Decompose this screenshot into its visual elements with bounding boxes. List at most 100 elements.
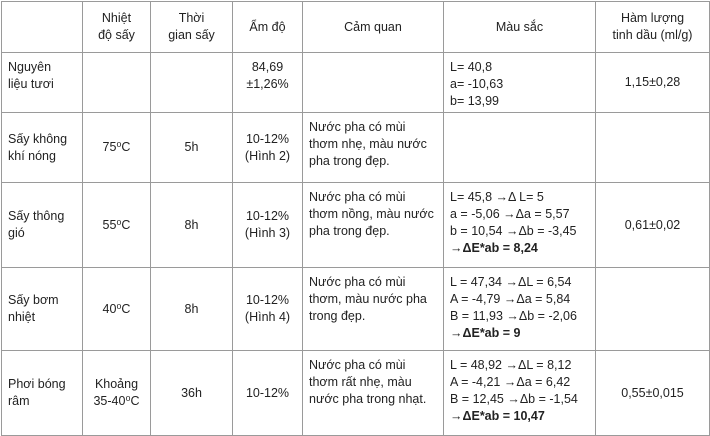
header-cell <box>1 1 83 53</box>
table-cell: 10-12% (Hình 3) <box>232 182 303 268</box>
cell-line: (Hình 2) <box>244 148 291 163</box>
cell-line: trong đẹp. <box>309 309 366 323</box>
cell-line: tinh dầu (ml/g) <box>612 28 693 42</box>
cell-line: Nhiệt <box>101 11 132 25</box>
cell-line: thơm rất nhẹ, màu <box>309 375 412 389</box>
table-cell: Nguyên liệu tươi <box>1 52 83 113</box>
cell-line: L= 45,8 →Δ L= 5 <box>450 190 544 204</box>
table-cell: Nước pha có mùi thơm, màu nước pha trong đ… <box>302 267 444 351</box>
table-cell: Sấy không khí nóng <box>1 112 83 183</box>
table-cell <box>595 267 710 351</box>
table-cell <box>443 112 596 183</box>
table-cell: 8h <box>150 267 233 351</box>
table-cell <box>302 52 444 113</box>
table-cell: 55⁰C <box>82 182 151 268</box>
table-cell: Khoảng 35-40⁰C <box>82 350 151 436</box>
cell-line: khí nóng <box>8 148 56 163</box>
table-cell: 0,61±0,02 <box>595 182 710 268</box>
cell-line: 0,61±0,02 <box>624 217 681 232</box>
table-cell: 10-12% <box>232 350 303 436</box>
cell-line: Thời <box>178 11 205 25</box>
cell-line: (Hình 4) <box>244 310 291 324</box>
cell-line: a = -5,06 →Δa = 5,57 <box>450 207 570 221</box>
table-cell <box>595 112 710 183</box>
table-cell: 10-12% (Hình 2) <box>232 112 303 183</box>
cell-line: Sấy bơm <box>8 293 59 307</box>
cell-line: râm <box>8 394 30 408</box>
cell-line: b= 13,99 <box>450 94 500 108</box>
cell-line: 10-12% <box>245 131 290 146</box>
table-cell: Nước pha có mùi thơm rất nhẹ, màu nước pha… <box>302 350 444 436</box>
header-cell: Cảm quan <box>302 1 444 53</box>
cell-line: thơm, màu nước pha <box>309 292 427 306</box>
cell-line: 84,69 <box>251 60 284 74</box>
table-row: Sấy thông gió 55⁰C 8h 10-12% (Hình 3) Nước pha… <box>1 182 710 268</box>
cell-line: →ΔE*ab = 9 <box>450 326 521 340</box>
table-cell: Sấy thông gió <box>1 182 83 268</box>
table-cell <box>82 52 151 113</box>
table-cell: 5h <box>150 112 233 183</box>
table-cell: Sấy bơm nhiệt <box>1 267 83 351</box>
table-cell: 84,69 ±1,26% <box>232 52 303 113</box>
cell-line: Sấy không <box>8 131 68 146</box>
header-cell: Thời gian sấy <box>150 1 233 53</box>
cell-line: 8h <box>184 301 199 316</box>
cell-line: 55⁰C <box>102 217 131 232</box>
cell-line: 40⁰C <box>102 301 131 316</box>
cell-line: 75⁰C <box>102 140 131 154</box>
table-cell <box>150 52 233 113</box>
cell-line: Hàm lượng <box>620 11 685 25</box>
cell-line: A = -4,21 →Δa = 6,42 <box>450 375 571 389</box>
table-cell: L= 45,8 →Δ L= 5 a = -5,06 →Δa = 5,57 b = 1… <box>443 182 596 268</box>
cell-line: Sấy thông <box>8 209 65 223</box>
cell-line: 8h <box>184 217 199 232</box>
table-cell: 36h <box>150 350 233 436</box>
table-cell: 8h <box>150 182 233 268</box>
cell-line: 10-12% <box>245 209 290 223</box>
cell-line: thơm nồng, màu nước <box>309 207 434 221</box>
cell-line: Ẩm độ <box>249 19 286 34</box>
table-cell: 40⁰C <box>82 267 151 351</box>
table-cell: 75⁰C <box>82 112 151 183</box>
cell-line: pha trong đẹp. <box>309 224 390 238</box>
cell-line: liệu tươi <box>8 77 54 91</box>
table-cell: 0,55±0,015 <box>595 350 710 436</box>
header-row: Nhiệt độ sấy Thời gian sấy Ẩm độ Cảm quan Màu … <box>1 1 710 53</box>
header-cell: Ẩm độ <box>232 1 303 53</box>
cell-line: Màu sắc <box>495 19 544 34</box>
cell-line: L = 48,92 →ΔL = 8,12 <box>450 358 572 372</box>
cell-line: 10-12% <box>245 293 290 307</box>
cell-line: Phơi bóng <box>8 377 66 391</box>
cell-line: L = 47,34 →ΔL = 6,54 <box>450 275 572 289</box>
cell-line: Khoảng <box>94 377 139 391</box>
table-cell: 1,15±0,28 <box>595 52 710 113</box>
cell-line: ±1,26% <box>246 77 289 91</box>
table-row: Sấy bơm nhiệt 40⁰C 8h 10-12% (Hình 4) Nước pha… <box>1 267 710 351</box>
cell-line: nhiệt <box>8 310 36 324</box>
header-cell: Màu sắc <box>443 1 596 53</box>
cell-line: 1,15±0,28 <box>624 75 681 89</box>
cell-line: độ sấy <box>98 28 135 42</box>
table-row: Sấy không khí nóng 75⁰C 5h 10-12% (Hình 2) Nướ… <box>1 112 710 183</box>
header-cell: Nhiệt độ sấy <box>82 1 151 53</box>
cell-line: Nước pha có mùi <box>309 120 406 134</box>
cell-line: Nước pha có mùi <box>309 358 406 372</box>
cell-line: Nước pha có mùi <box>309 275 406 289</box>
cell-line: Nguyên <box>8 60 52 74</box>
table-cell: L = 47,34 →ΔL = 6,54 A = -4,79 →Δa = 5,84… <box>443 267 596 351</box>
cell-line: →ΔE*ab = 8,24 <box>450 241 538 255</box>
cell-line: gian sấy <box>168 28 215 42</box>
table-cell: Nước pha có mùi thơm nồng, màu nước pha tr… <box>302 182 444 268</box>
cell-line: →ΔE*ab = 10,47 <box>450 409 545 423</box>
cell-line: B = 12,45 →Δb = -1,54 <box>450 392 578 406</box>
cell-line: thơm nhẹ, màu nước <box>309 137 427 151</box>
table-cell: Phơi bóng râm <box>1 350 83 436</box>
cell-line: b = 10,54 →Δb = -3,45 <box>450 224 577 238</box>
table-cell: L = 48,92 →ΔL = 8,12 A = -4,21 →Δa = 6,42… <box>443 350 596 436</box>
cell-line: 36h <box>181 385 202 400</box>
cell-line: a= -10,63 <box>450 77 504 91</box>
cell-line: gió <box>8 226 25 240</box>
cell-line: pha trong đẹp. <box>309 154 390 168</box>
